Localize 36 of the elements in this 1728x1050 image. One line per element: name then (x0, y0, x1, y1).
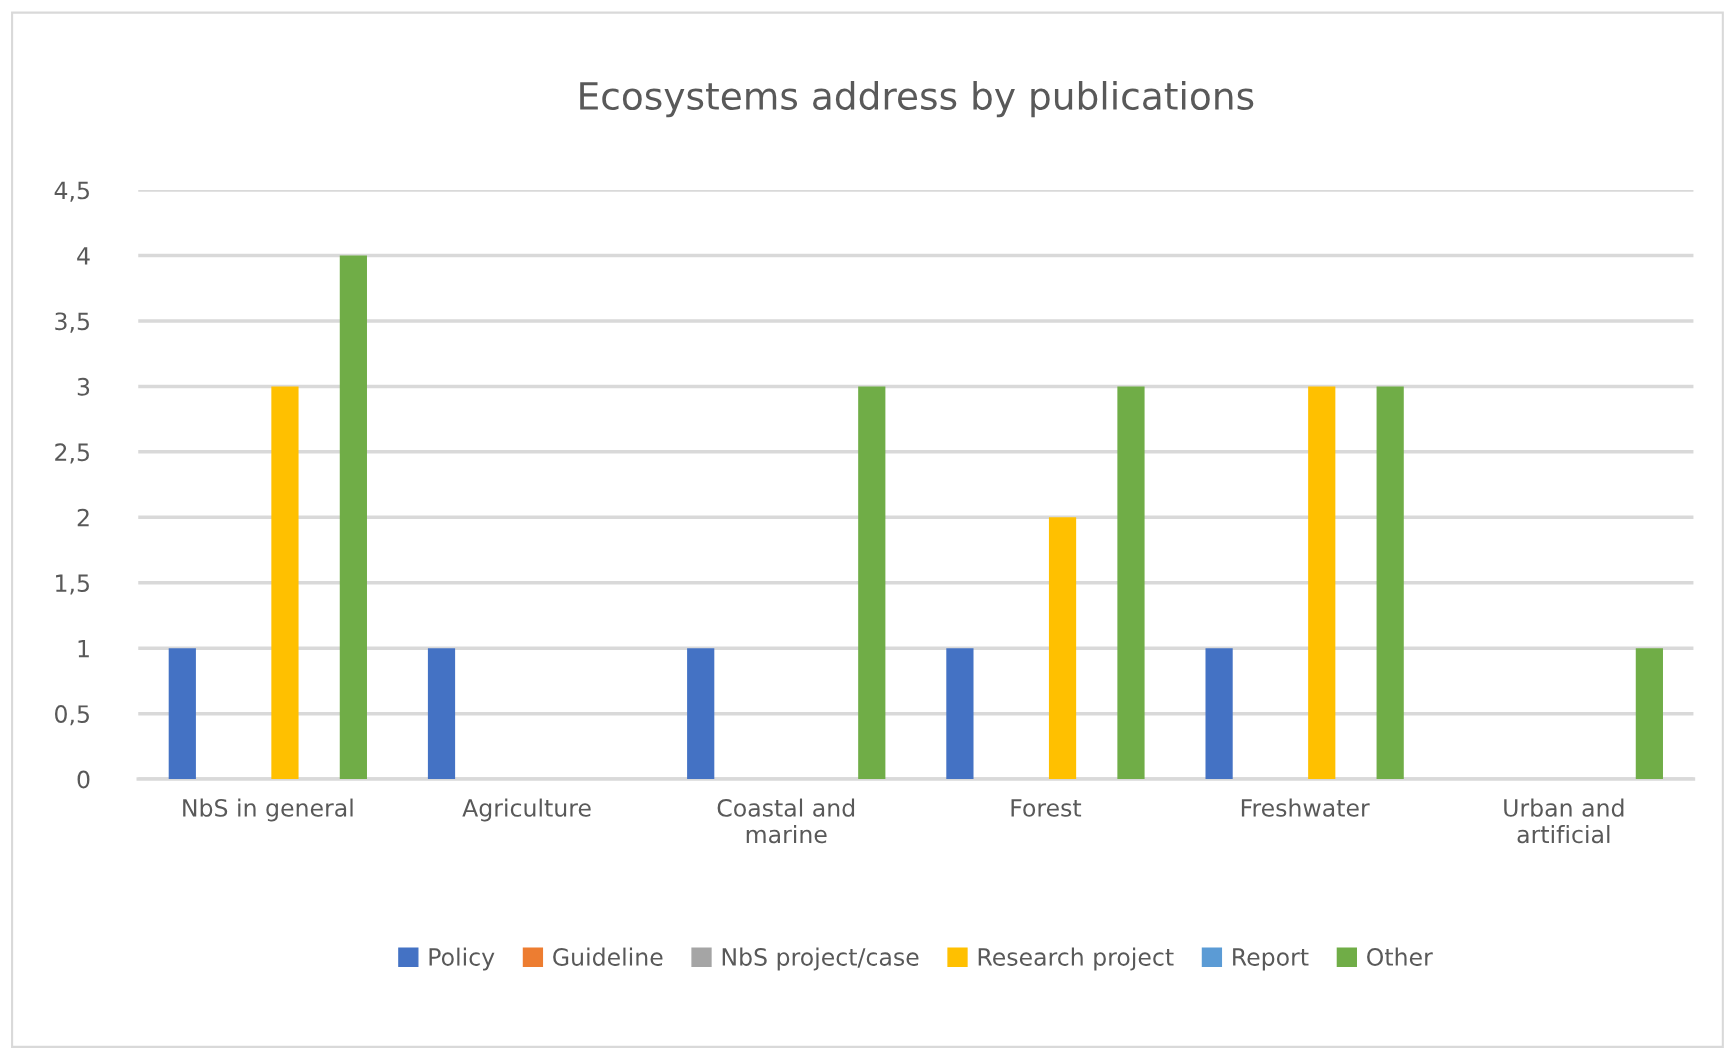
chart-title: Ecosystems address by publications (580, 81, 1254, 118)
x-tick-label: Agriculture (462, 798, 591, 822)
y-tick-label: 1 (78, 639, 89, 658)
x-tick-label: NbS in general (183, 798, 353, 822)
legend-label: NbS project/case (722, 947, 919, 971)
bar (1635, 648, 1663, 780)
y-tick-label: 1,5 (56, 574, 89, 595)
bar (168, 648, 196, 780)
bar (339, 255, 367, 780)
y-tick-label: 3,5 (55, 312, 89, 333)
y-tick-label: 2 (77, 508, 89, 527)
bar (946, 648, 974, 780)
bar (1205, 648, 1233, 780)
legend-label: Research project (978, 947, 1174, 971)
legend-label: Policy (429, 947, 495, 971)
bar (687, 648, 715, 780)
legend-label: Other (1367, 947, 1433, 966)
bar (271, 386, 299, 780)
y-tick-label: 0,5 (55, 705, 89, 726)
y-tick-label: 0 (77, 770, 90, 789)
legend-label: Guideline (553, 947, 663, 966)
legend-label: Report (1233, 948, 1309, 971)
x-tick-label: Forest (1011, 799, 1082, 817)
x-tick-label: Urban and artificial (1504, 798, 1624, 844)
bar (1117, 386, 1145, 780)
y-tick-label: 4 (77, 247, 90, 265)
y-tick-label: 4,5 (54, 181, 89, 202)
x-tick-label: Coastal and marine (717, 798, 855, 844)
bar (1376, 386, 1404, 780)
bar (858, 386, 886, 780)
x-tick-label: Freshwater (1241, 798, 1370, 817)
y-tick-label: 2,5 (55, 443, 89, 464)
bar (1308, 386, 1336, 780)
bar (1048, 517, 1077, 780)
bar (427, 648, 456, 780)
y-tick-label: 3 (77, 377, 90, 396)
